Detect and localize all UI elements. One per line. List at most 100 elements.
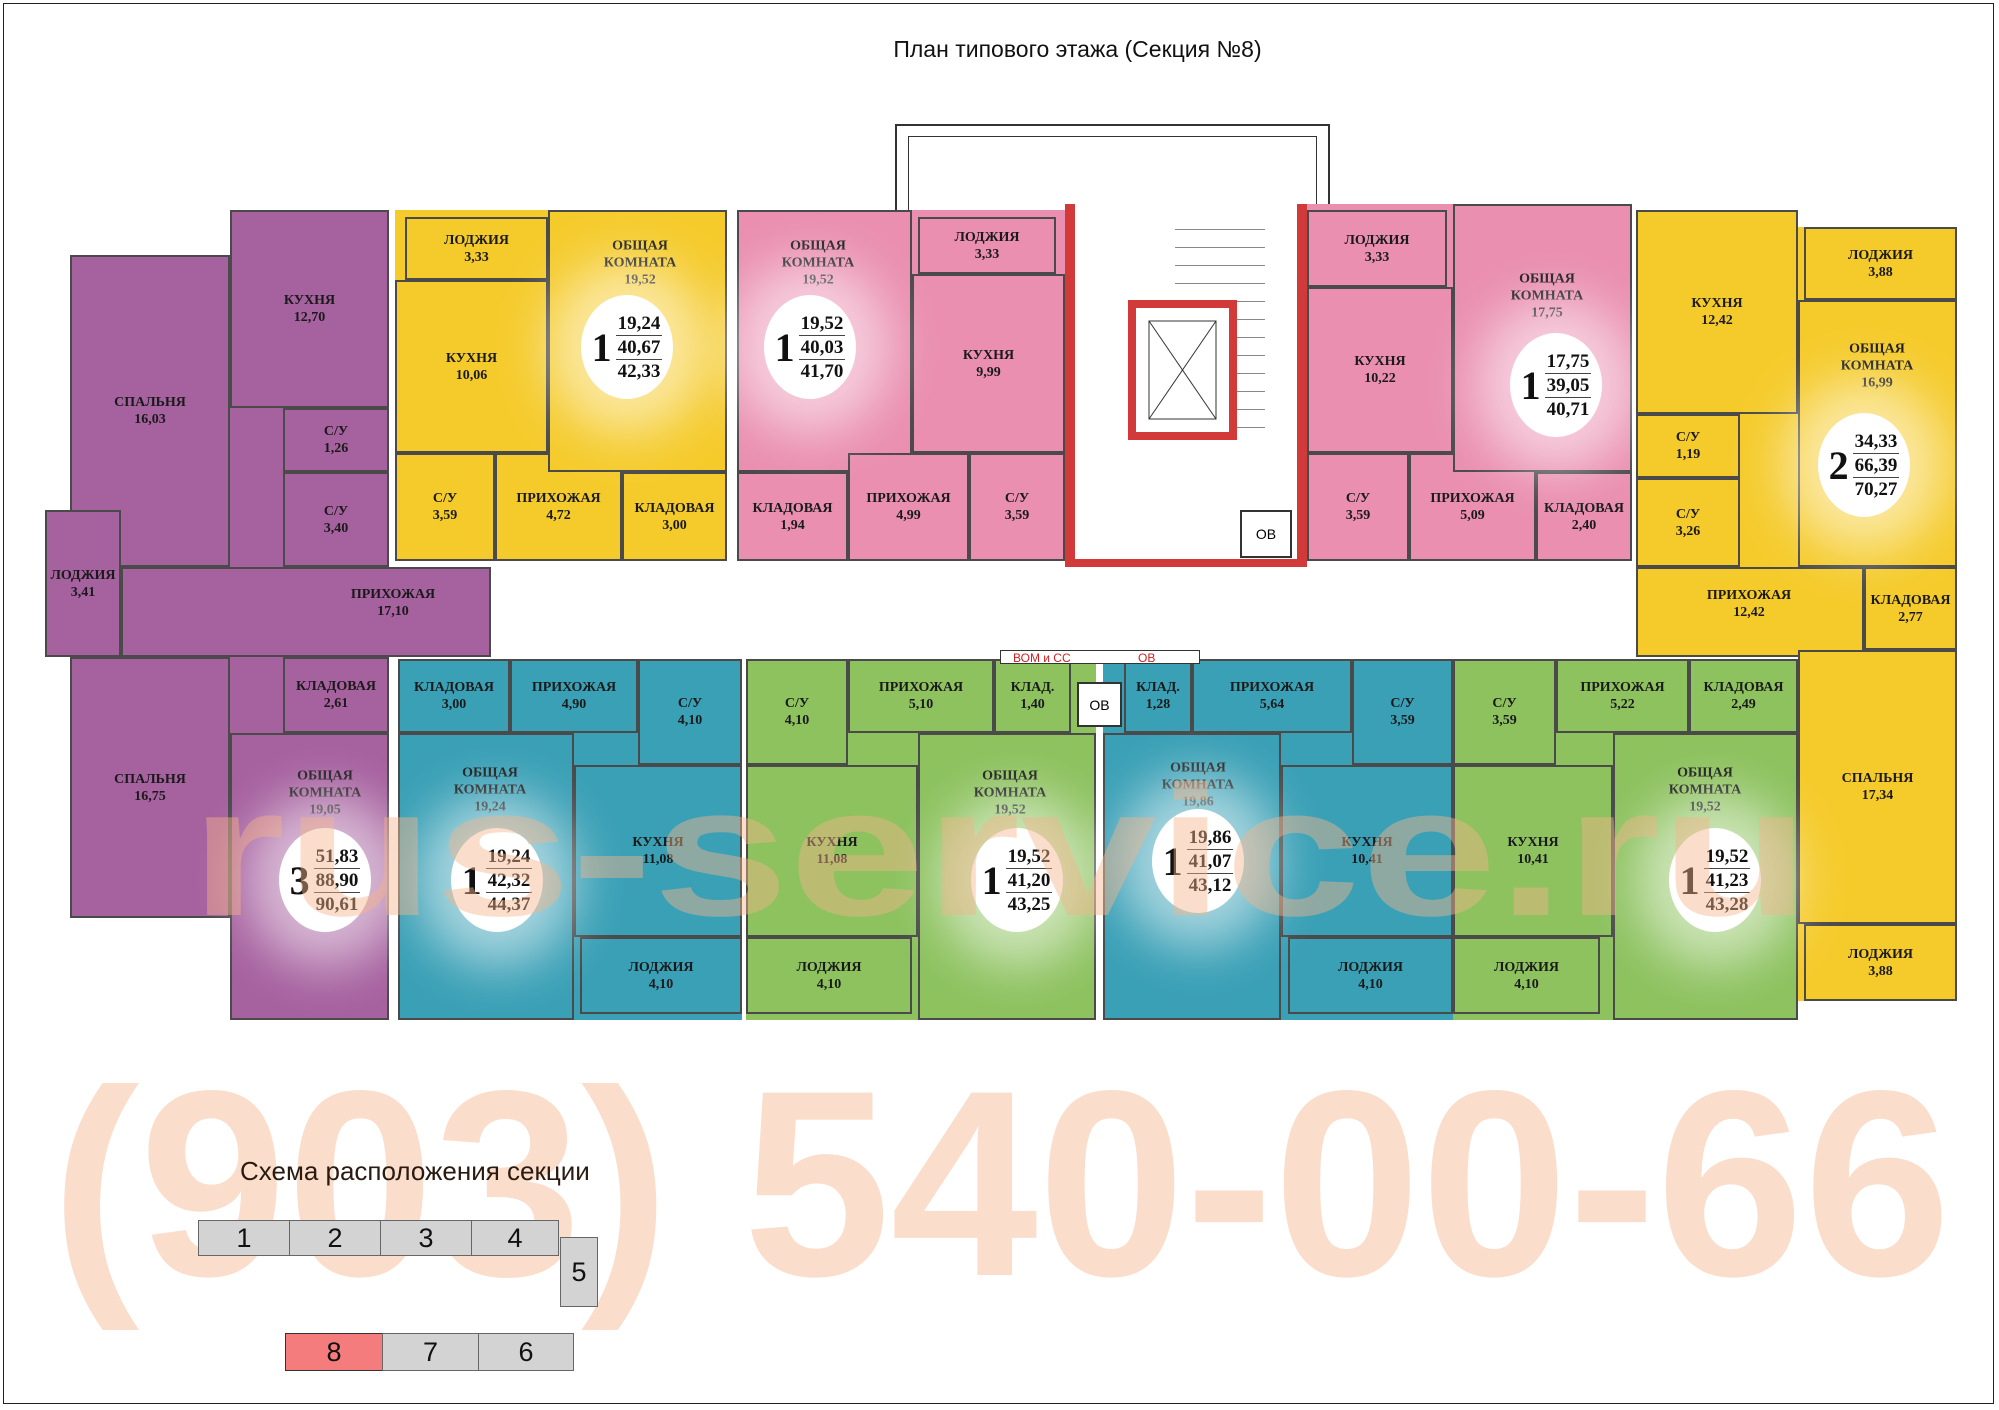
room (1864, 567, 1957, 650)
room-count: 1 (591, 324, 612, 370)
area-values: 19,24 42,32 44,37 (485, 845, 533, 916)
room (395, 453, 495, 561)
room (230, 210, 389, 408)
room (70, 657, 230, 918)
room (1636, 414, 1740, 478)
room (622, 472, 727, 561)
section-6[interactable]: 6 (478, 1333, 574, 1371)
elevator-cabin-icon (1148, 320, 1217, 420)
section-5[interactable]: 5 (560, 1237, 598, 1307)
area-values: 19,52 41,23 43,28 (1703, 845, 1751, 916)
room (1798, 650, 1957, 924)
ov-shaft-bottom-label: ОВ (1089, 696, 1110, 713)
room (580, 937, 742, 1014)
room (283, 408, 389, 472)
apartment-summary-badge: 1 17,75 39,05 40,71 (1510, 333, 1602, 437)
room (994, 659, 1071, 733)
apartment-summary-badge: 3 51,83 88,90 90,61 (279, 828, 371, 932)
area-total: 40,67 (615, 336, 663, 360)
room (1352, 659, 1453, 765)
room-count: 1 (981, 857, 1002, 903)
room (398, 659, 510, 733)
room (121, 567, 491, 657)
room (918, 217, 1056, 274)
room (1307, 287, 1453, 453)
area-values: 19,86 41,07 43,12 (1186, 826, 1234, 897)
apartment-summary-badge: 1 19,24 40,67 42,33 (581, 295, 673, 399)
area-living: 17,75 (1544, 350, 1592, 374)
area-total-loggia: 43,25 (1007, 893, 1051, 915)
section-4[interactable]: 4 (471, 1220, 559, 1256)
room (848, 659, 994, 733)
area-living: 19,52 (798, 312, 846, 336)
room (1636, 210, 1798, 414)
area-total-loggia: 70,27 (1854, 478, 1898, 500)
page-title: План типового этажа (Секция №8) (893, 36, 1262, 62)
area-living: 51,83 (313, 845, 361, 869)
room (1192, 659, 1352, 733)
area-total-loggia: 44,37 (487, 893, 531, 915)
area-total-loggia: 43,28 (1705, 893, 1749, 915)
area-living: 19,86 (1186, 826, 1234, 850)
section-3[interactable]: 3 (380, 1220, 472, 1256)
stair-core (1065, 204, 1307, 567)
corridor-wall (1000, 650, 1200, 664)
room (1453, 659, 1556, 765)
room (1536, 472, 1632, 561)
area-living: 19,24 (615, 312, 663, 336)
area-living: 19,52 (1005, 845, 1053, 869)
area-total: 41,07 (1186, 850, 1234, 874)
apartment-summary-badge: 1 19,52 41,20 43,25 (971, 828, 1063, 932)
page-frame (3, 3, 1994, 1404)
room (746, 765, 918, 937)
apartment-summary-badge: 1 19,24 42,32 44,37 (451, 828, 543, 932)
area-total-loggia: 40,71 (1546, 398, 1590, 420)
room-count: 1 (1520, 362, 1541, 408)
area-total-loggia: 42,33 (617, 360, 661, 382)
ov-shaft-top: ОВ (1240, 510, 1292, 558)
room-count: 3 (289, 857, 310, 903)
area-values: 19,24 40,67 42,33 (615, 312, 663, 383)
vom-label: ВОМ и СС (1013, 651, 1071, 665)
room (746, 937, 912, 1014)
room (737, 472, 848, 561)
room (405, 217, 548, 280)
area-total: 66,39 (1852, 454, 1900, 478)
room (45, 510, 121, 657)
core-projection (895, 124, 1330, 210)
room (746, 659, 848, 765)
section-1[interactable]: 1 (198, 1220, 290, 1256)
room (1636, 567, 1864, 657)
apartment-summary-badge: 2 34,33 66,39 70,27 (1818, 413, 1910, 517)
room (1556, 659, 1689, 733)
room (638, 659, 742, 765)
room (1804, 924, 1957, 1001)
room (510, 659, 638, 733)
area-values: 34,33 66,39 70,27 (1852, 430, 1900, 501)
room (912, 274, 1065, 453)
section-7[interactable]: 7 (382, 1333, 479, 1371)
area-living: 19,52 (1703, 845, 1751, 869)
ov-label: ОВ (1138, 651, 1156, 665)
core-projection-inner (908, 136, 1317, 210)
room (395, 280, 548, 453)
area-total-loggia: 43,12 (1188, 874, 1232, 896)
section-8[interactable]: 8 (285, 1333, 383, 1371)
apartment-summary-badge: 1 19,52 40,03 41,70 (764, 295, 856, 399)
room-count: 1 (461, 857, 482, 903)
elevator-shaft (1128, 300, 1237, 440)
room-count: 1 (774, 324, 795, 370)
area-total: 41,20 (1005, 869, 1053, 893)
room (1689, 659, 1798, 733)
ov-shaft-top-label: ОВ (1255, 526, 1277, 542)
section-2[interactable]: 2 (289, 1220, 381, 1256)
room (1453, 937, 1600, 1014)
room (1804, 227, 1957, 300)
room-count: 1 (1162, 838, 1183, 884)
area-living: 19,24 (485, 845, 533, 869)
room (1307, 453, 1409, 561)
area-total: 41,23 (1703, 869, 1751, 893)
area-total: 88,90 (313, 869, 361, 893)
area-values: 19,52 41,20 43,25 (1005, 845, 1053, 916)
room (1124, 659, 1192, 733)
